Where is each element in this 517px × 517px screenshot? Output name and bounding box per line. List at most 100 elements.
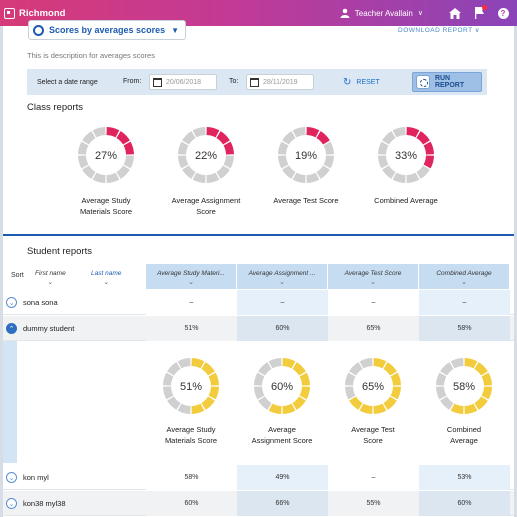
- help-icon[interactable]: ?: [497, 7, 509, 19]
- donut-filled-segment: [282, 358, 296, 369]
- donut-track-segment: [216, 165, 230, 179]
- student-name: sona sona: [23, 298, 58, 307]
- report-type-select[interactable]: Scores by averages scores ▼: [28, 20, 186, 40]
- reset-label: RESET: [356, 79, 380, 86]
- column-combined-average[interactable]: Combined Average ⌄: [419, 264, 510, 289]
- chevron-down-icon: ⌄: [461, 279, 467, 286]
- donut-filled-segment: [201, 362, 215, 376]
- column-study-materials-label: Average Study Materi...: [157, 270, 225, 277]
- donut-label-line: Materials Score: [79, 207, 133, 216]
- score-cell: 51%: [146, 316, 237, 341]
- donut-track-segment: [282, 131, 296, 145]
- donut-track-segment: [78, 155, 89, 169]
- from-date-value: 20/06/2018: [166, 78, 202, 86]
- donut-track-segment: [278, 141, 289, 155]
- donut-label-line: Score: [363, 436, 383, 445]
- table-row[interactable]: ⌃ dummy student 51% 60% 65% 58%: [3, 316, 514, 341]
- score-cell: –: [146, 290, 237, 315]
- donut-track-segment: [316, 165, 330, 179]
- donut-track-segment: [206, 172, 220, 183]
- donut-filled-segment: [390, 372, 401, 386]
- expand-row-button[interactable]: ⌄: [6, 472, 17, 483]
- donut-filled-segment: [191, 403, 205, 414]
- donut-filled-segment: [208, 372, 219, 386]
- calendar-icon: [250, 77, 259, 87]
- top-right-menu: Teacher Avallain ∨ ?: [340, 0, 509, 26]
- donut-chart: 27%: [78, 127, 134, 183]
- sort-label: Sort: [11, 272, 24, 279]
- collapse-row-button[interactable]: ⌃: [6, 323, 17, 334]
- student-name-cell: ⌄ kon myl: [3, 465, 146, 490]
- section-divider: [3, 234, 514, 236]
- donut-track-segment: [392, 127, 406, 138]
- donut-track-segment: [378, 155, 389, 169]
- donut-filled-segment: [359, 403, 373, 414]
- donut-label-line: Combined Average: [374, 196, 438, 205]
- donut-track-segment: [182, 131, 196, 145]
- donut-track-segment: [450, 358, 464, 369]
- donut-track-segment: [323, 141, 334, 155]
- donut-track-segment: [378, 141, 389, 155]
- donut-chart: 33%: [378, 127, 434, 183]
- user-menu[interactable]: Teacher Avallain ∨: [340, 8, 423, 18]
- class-reports-title: Class reports: [27, 102, 83, 113]
- donut-track-segment: [254, 386, 265, 400]
- donut-filled-segment: [406, 127, 420, 138]
- donut-track-segment: [345, 386, 356, 400]
- table-row[interactable]: ⌄ kon38 myl38 60% 66% 55% 60%: [3, 491, 514, 516]
- calendar-icon: [153, 77, 162, 87]
- column-test-score[interactable]: Average Test Score ⌄: [328, 264, 419, 289]
- run-report-button[interactable]: RUN REPORT: [412, 72, 482, 92]
- donut-track-segment: [306, 172, 320, 183]
- expand-row-button[interactable]: ⌄: [6, 297, 17, 308]
- donut-label-line: Average Study: [166, 425, 216, 434]
- donut-label: Combined Average: [356, 195, 456, 206]
- donut-track-segment: [440, 362, 454, 376]
- home-icon[interactable]: [449, 7, 461, 19]
- user-icon: [340, 8, 350, 18]
- donut-track-segment: [323, 155, 334, 169]
- donut-label: Average Study Materials Score: [56, 195, 156, 217]
- donut-track-segment: [163, 372, 174, 386]
- donut-filled-segment: [474, 362, 488, 376]
- donut-track-segment: [268, 358, 282, 369]
- download-report-link[interactable]: DOWNLOAD REPORT ∨: [398, 27, 480, 34]
- donut-filled-segment: [299, 372, 310, 386]
- donut-track-segment: [92, 127, 106, 138]
- report-type-label: Scores by averages scores: [49, 25, 166, 35]
- donut-label: Combined Average: [414, 424, 514, 446]
- brand-logo-icon: [4, 7, 15, 19]
- score-cell: 65%: [328, 316, 419, 341]
- score-cell: –: [419, 290, 510, 315]
- donut-metric: 65% Average Test Score: [323, 354, 423, 446]
- donut-label-line: Average Test: [351, 425, 395, 434]
- column-last-name[interactable]: Last name ⌄: [91, 264, 121, 289]
- donut-filled-segment: [464, 403, 478, 414]
- donut-track-segment: [167, 362, 181, 376]
- expanded-row-indicator: [3, 316, 17, 463]
- notification-flag-icon[interactable]: [473, 5, 487, 19]
- donut-filled-segment: [116, 131, 130, 145]
- donut-value: 65%: [362, 381, 384, 393]
- column-study-materials[interactable]: Average Study Materi... ⌄: [146, 264, 237, 289]
- score-cell: –: [328, 290, 419, 315]
- column-assignment[interactable]: Average Assignment ... ⌄: [237, 264, 328, 289]
- donut-filled-segment: [481, 372, 492, 386]
- run-report-icon: [416, 75, 430, 89]
- donut-filled-segment: [474, 396, 488, 410]
- donut-metric: 33% Combined Average: [356, 123, 456, 206]
- from-date-input[interactable]: 20/06/2018: [149, 74, 217, 90]
- to-date-input[interactable]: 28/11/2019: [246, 74, 314, 90]
- table-row[interactable]: ⌄ kon myl 58% 49% –53%: [3, 465, 514, 490]
- reset-button[interactable]: ↻ RESET: [343, 77, 380, 88]
- brand[interactable]: Richmond: [4, 7, 65, 19]
- expand-row-button[interactable]: ⌄: [6, 498, 17, 509]
- donut-label-line: Average Assignment: [171, 196, 241, 205]
- donut-filled-segment: [106, 127, 120, 138]
- table-row[interactable]: ⌄ sona sona – – – –: [3, 290, 514, 315]
- donut-filled-segment: [464, 358, 478, 369]
- score-cell: 66%: [237, 491, 328, 516]
- donut-track-segment: [178, 155, 189, 169]
- column-first-name[interactable]: First name ⌄: [35, 264, 66, 289]
- donut-track-segment: [254, 372, 265, 386]
